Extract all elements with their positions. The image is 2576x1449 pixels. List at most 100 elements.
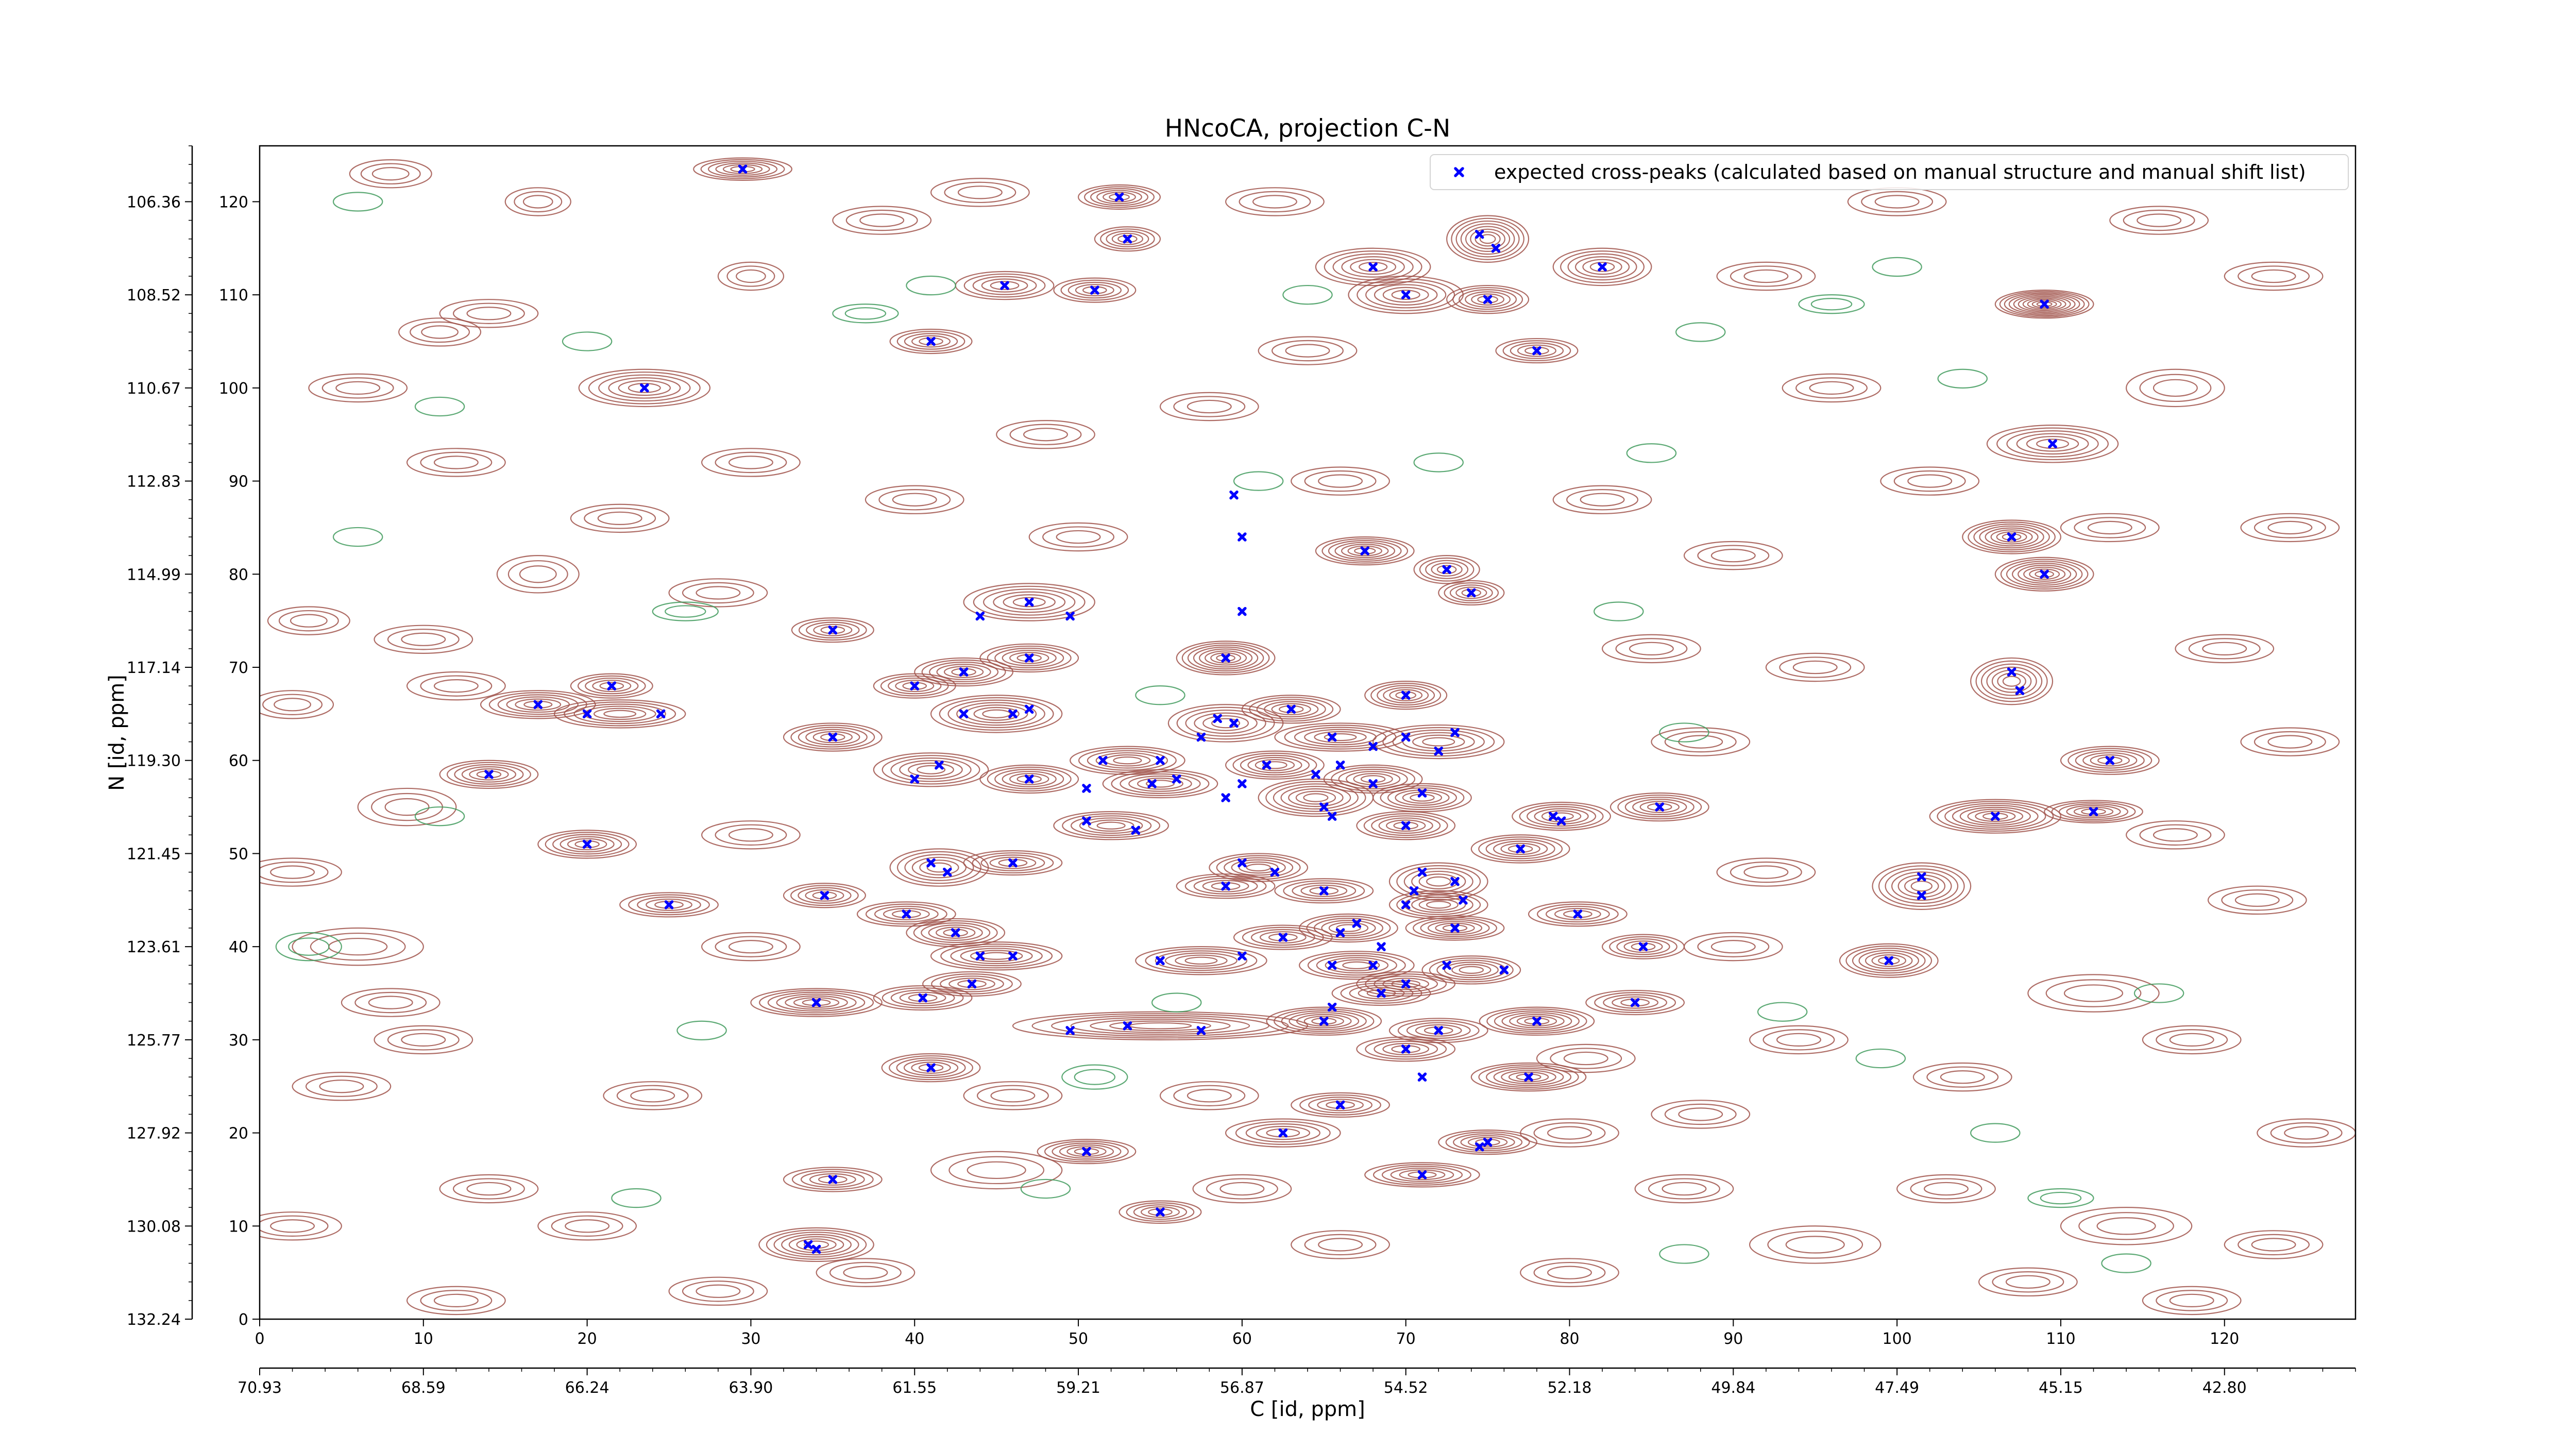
positive-contour-136: [2224, 261, 2324, 291]
y-tick-label: 20: [229, 1125, 248, 1143]
secondary-x-tick-label: 52.18: [1548, 1379, 1592, 1397]
secondary-x-tick-label: 49.84: [1711, 1379, 1755, 1397]
positive-contour-level: [921, 922, 991, 943]
y-tick-label: 90: [229, 473, 248, 491]
positive-contour-level: [1444, 582, 1499, 603]
cross-peak-marker: [1008, 709, 1018, 719]
positive-contour-level: [890, 757, 972, 782]
negative-contour-level: [332, 192, 383, 212]
positive-contour-level: [1880, 466, 1980, 496]
secondary-x-axis: 70.93 68.59 66.24 63.90 61.55 59.21 56.87 54.52…: [238, 1368, 2356, 1397]
positive-contour-level: [1749, 1225, 1882, 1264]
positive-contour-level: [1996, 531, 2027, 543]
positive-contour-level: [696, 1284, 741, 1298]
positive-contour-135: [2125, 368, 2225, 408]
x-tick-label: 0: [255, 1330, 264, 1348]
positive-contour-11: [1495, 338, 1579, 364]
positive-contour-level: [1137, 778, 1183, 790]
positive-contour-level: [1683, 541, 1783, 570]
positive-contour-level: [1193, 878, 1258, 895]
cross-peak-marker: [1147, 779, 1157, 788]
positive-contour-level: [845, 209, 918, 231]
positive-contour-level: [2036, 301, 2053, 307]
positive-contour-168: [701, 932, 801, 962]
positive-contour-level: [1412, 734, 1465, 749]
positive-contour-level: [906, 918, 1006, 948]
positive-contour-81: [873, 985, 973, 1011]
positive-contour-level: [321, 377, 394, 399]
positive-contour-level: [1318, 474, 1363, 488]
negative-contour-level: [1675, 322, 1726, 342]
plot-frame: [259, 145, 2357, 1320]
positive-contour-level: [406, 448, 506, 477]
positive-contour-level: [1268, 933, 1298, 941]
positive-contour-level: [1356, 811, 1456, 840]
positive-contour-level: [1111, 232, 1144, 245]
positive-contour-level: [963, 583, 1095, 621]
positive-contour-level: [1776, 1033, 1821, 1047]
positive-contour-level: [1285, 344, 1330, 358]
positive-contour-21: [791, 617, 874, 643]
cross-peak-marker: [1475, 229, 1484, 239]
positive-contour-level: [1471, 293, 1504, 306]
cross-peak-marker: [1638, 942, 1648, 951]
positive-contour-level: [387, 629, 460, 650]
positive-contour-level: [551, 1215, 623, 1237]
positive-contour-level: [654, 901, 684, 909]
positive-contour-level: [1391, 1045, 1421, 1053]
positive-contour-23: [979, 643, 1079, 673]
positive-contour-level: [1785, 1236, 1845, 1254]
positive-contour-119: [1291, 1230, 1391, 1259]
positive-contour-level: [594, 707, 647, 720]
positive-contour-level: [1563, 910, 1592, 918]
positive-contour-7: [1053, 277, 1137, 303]
positive-contour-level: [1245, 1123, 1320, 1143]
positive-contour-level: [790, 885, 859, 906]
positive-contour-level: [883, 907, 930, 920]
positive-contour-level: [1589, 262, 1615, 272]
positive-contour-level: [387, 1029, 460, 1051]
positive-contour-level: [730, 165, 755, 173]
cross-peak-marker: [910, 774, 919, 784]
positive-contour-level: [1205, 650, 1247, 666]
cross-peak-marker: [1499, 965, 1509, 975]
positive-contour-level: [1438, 580, 1505, 606]
positive-contour-level: [420, 451, 493, 474]
positive-contour-level: [1291, 1230, 1391, 1259]
positive-contour-160: [1225, 187, 1325, 216]
positive-contour-15: [1315, 536, 1415, 566]
positive-contour-level: [2060, 513, 2160, 543]
positive-contour-level: [1184, 956, 1218, 965]
positive-contour-level: [981, 278, 1028, 293]
positive-contour-level: [1359, 262, 1388, 272]
positive-contour-level: [2096, 1217, 2156, 1235]
x-tick-label: 120: [2210, 1330, 2239, 1348]
positive-contour-level: [2202, 642, 2247, 656]
positive-contour-level: [480, 690, 596, 719]
positive-contour-level: [319, 1080, 364, 1093]
positive-contour-33: [1167, 704, 1284, 743]
positive-contour-level: [890, 989, 955, 1006]
positive-contour-level: [515, 698, 562, 711]
positive-contour-level: [1109, 193, 1130, 201]
positive-contour-level: [1198, 648, 1253, 668]
positive-contour-96: [1118, 1200, 1202, 1224]
cross-peak-marker: [1401, 821, 1411, 830]
cross-peak-marker: [926, 1063, 936, 1072]
secondary-x-tick-label: 63.90: [728, 1379, 773, 1397]
positive-contour-level: [918, 1064, 944, 1072]
positive-contour-level: [1356, 1036, 1456, 1062]
positive-contour-level: [1580, 493, 1625, 507]
cross-peak-marker: [1024, 774, 1034, 784]
marker-layer: [484, 164, 2115, 1254]
positive-contour-level: [1426, 901, 1451, 909]
positive-contour-level: [1910, 1178, 1982, 1200]
positive-contour-level: [889, 328, 973, 355]
positive-contour-level: [930, 178, 1030, 207]
positive-contour-level: [2016, 433, 2089, 455]
positive-contour-153: [996, 420, 1095, 449]
positive-contour-level: [1316, 955, 1397, 976]
positive-contour-level: [553, 699, 686, 729]
positive-contour-level: [882, 755, 980, 785]
positive-contour-level: [2027, 974, 2160, 1013]
